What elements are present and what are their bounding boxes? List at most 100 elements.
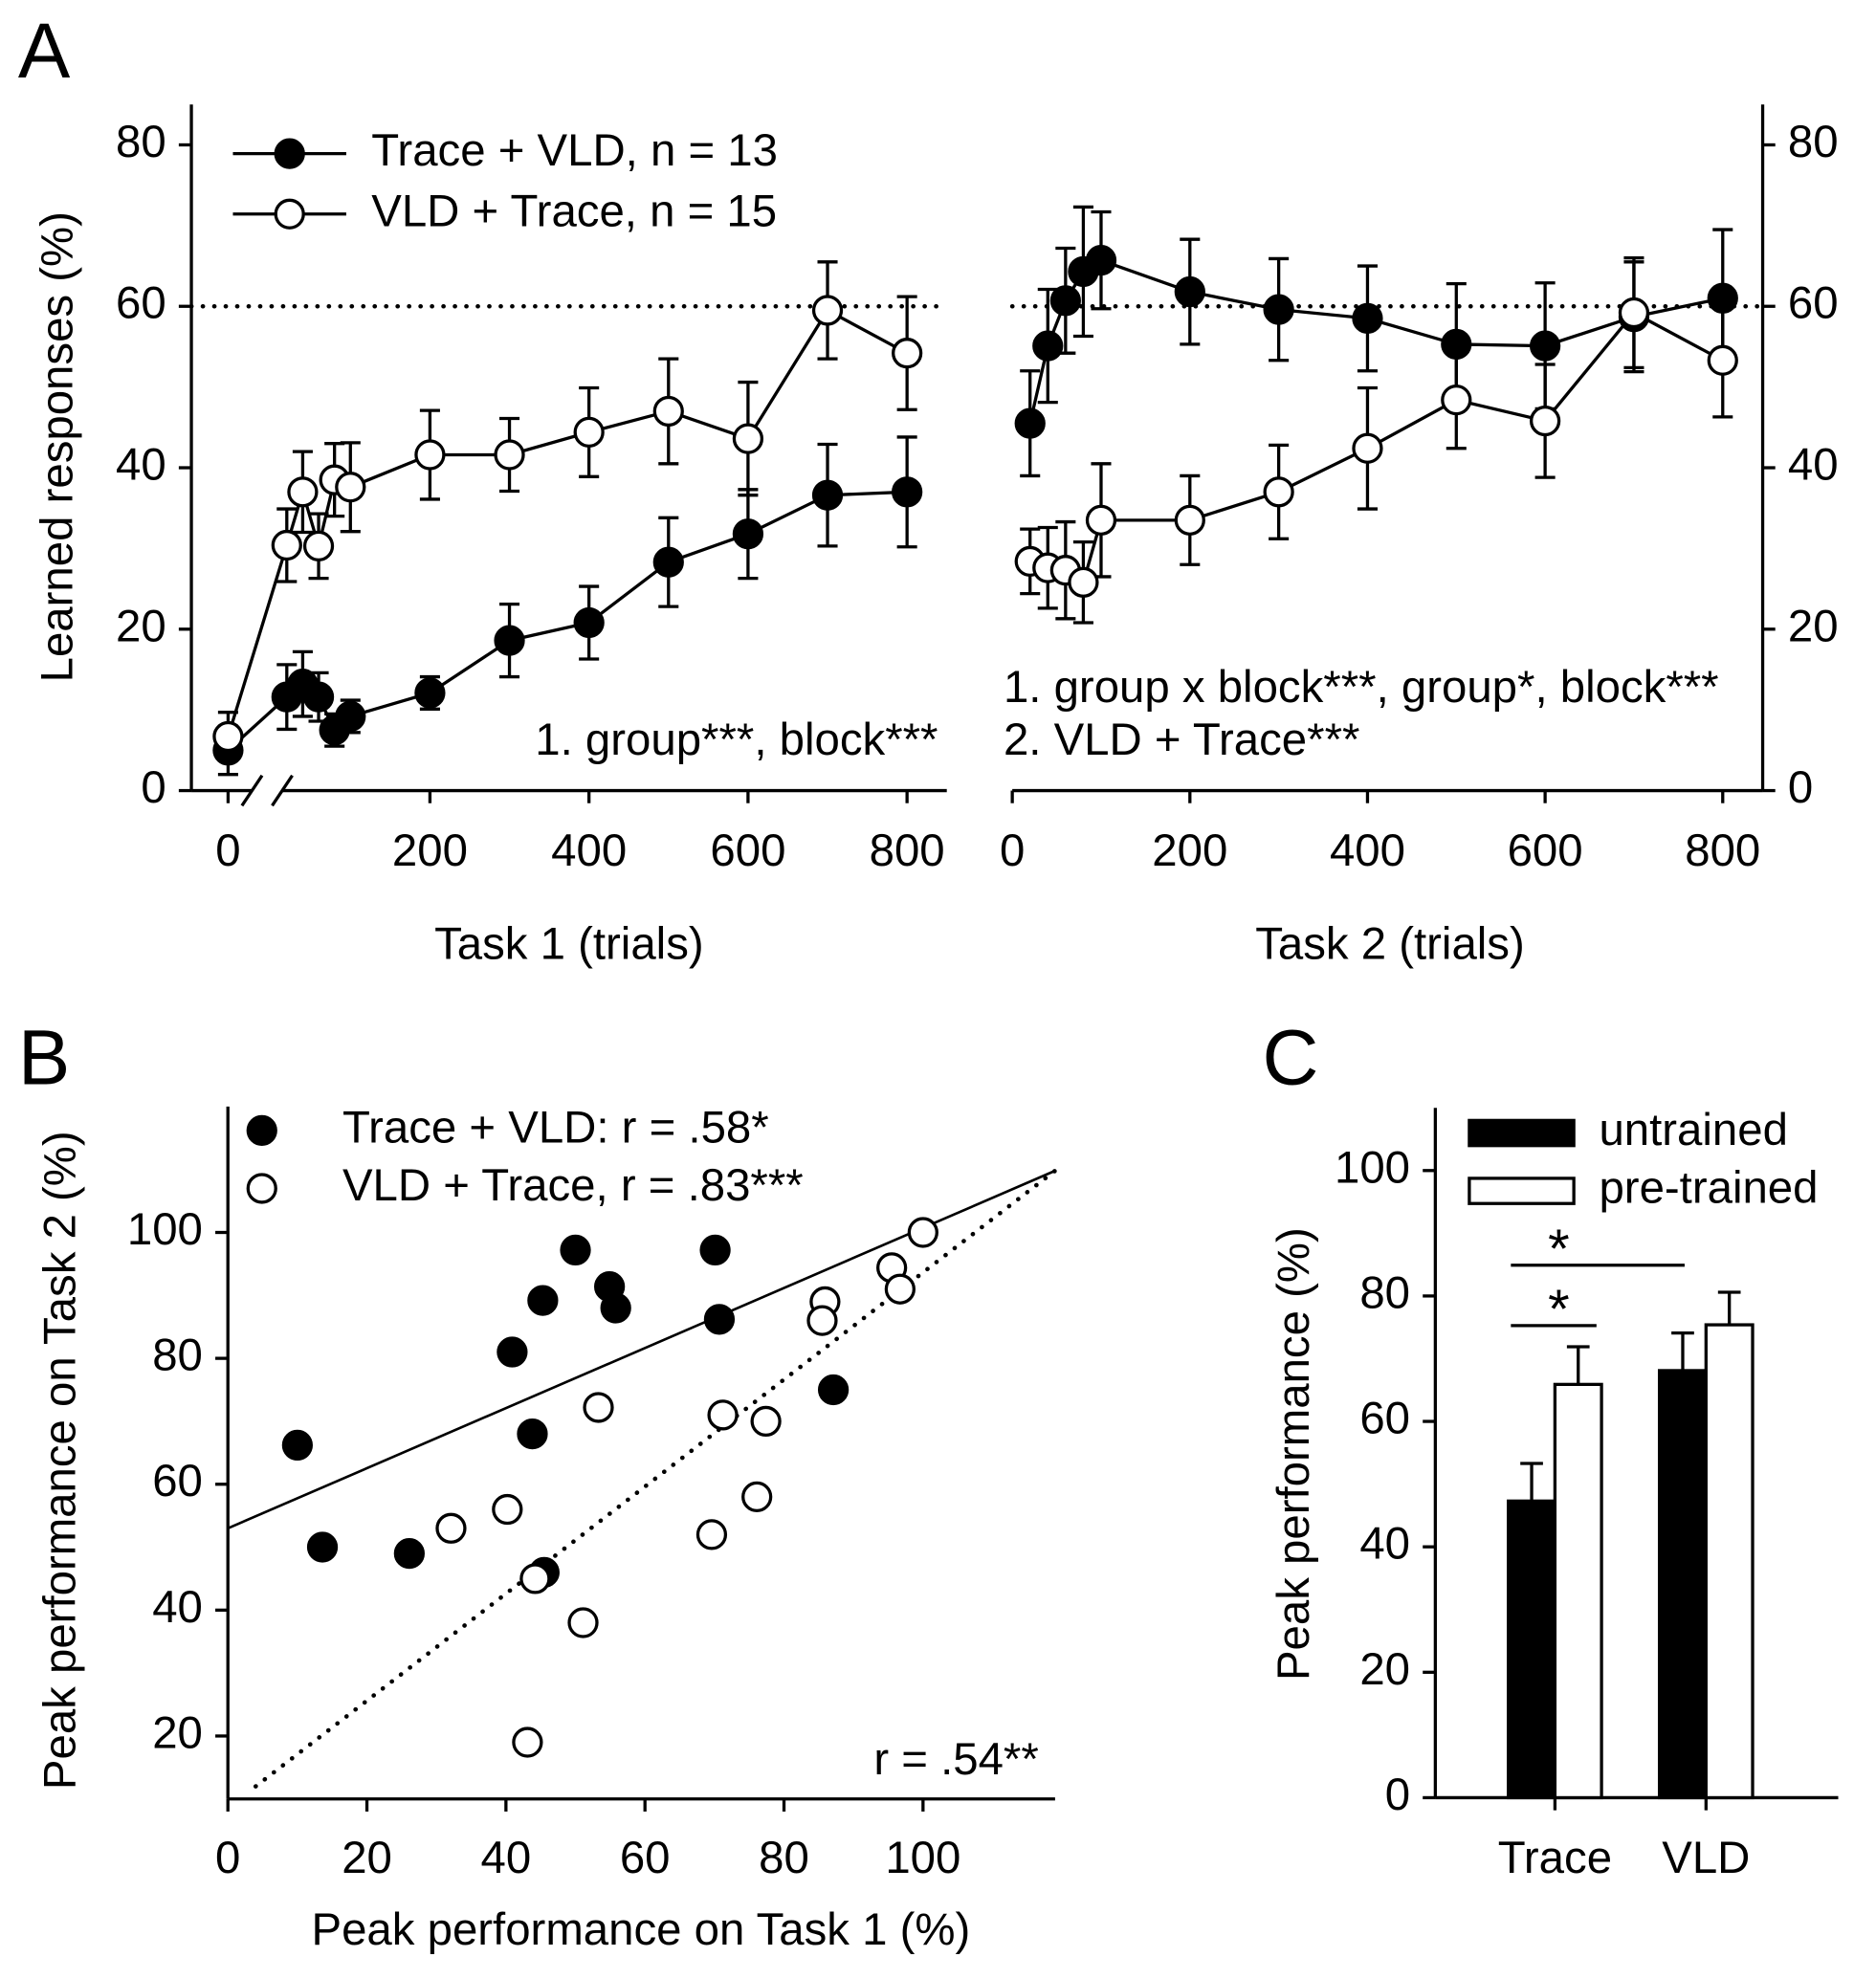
data-point	[892, 476, 923, 508]
data-point	[699, 1234, 731, 1266]
y-tick-label: 80	[152, 1330, 203, 1381]
y-tick-label: 20	[152, 1707, 203, 1758]
data-point	[1707, 344, 1738, 376]
legend-label: Trace + VLD, n = 13	[371, 125, 778, 176]
x-tick-label: 80	[759, 1833, 809, 1883]
legend-label: pre-trained	[1599, 1163, 1818, 1214]
data-point	[302, 530, 335, 561]
x-tick-label: 600	[1508, 825, 1583, 876]
data-point	[811, 479, 844, 511]
legend-marker	[274, 138, 305, 169]
data-point	[335, 700, 366, 733]
data-point	[741, 1481, 773, 1513]
data-point	[527, 1285, 559, 1316]
data-point	[652, 395, 684, 428]
y-tick-label: 0	[1385, 1770, 1410, 1820]
data-point	[435, 1512, 467, 1544]
y-tick-label: 80	[116, 117, 166, 167]
y-tick-label: 40	[1359, 1519, 1410, 1570]
data-point	[583, 1392, 614, 1423]
y-tick-label: 20	[1359, 1644, 1410, 1695]
x-tick-label: 40	[481, 1833, 532, 1883]
data-point	[306, 1531, 339, 1563]
series-line	[226, 308, 908, 737]
y-tick-label: 20	[116, 601, 166, 651]
y-tick-label: 20	[1788, 601, 1839, 651]
x-tick-label: 200	[392, 825, 468, 876]
y-tick-label: 60	[1359, 1394, 1410, 1444]
legend-swatch	[1468, 1176, 1576, 1205]
data-point	[1529, 405, 1561, 437]
x-axis-label: Task 2 (trials)	[1255, 918, 1525, 969]
legend-label: VLD + Trace, r = .83***	[342, 1160, 804, 1211]
panel-label: C	[1263, 1015, 1319, 1102]
bar	[1657, 1369, 1708, 1800]
bar	[1553, 1382, 1603, 1800]
y-tick-label: 100	[1335, 1142, 1410, 1193]
data-point	[519, 1563, 551, 1594]
y-tick-label: 0	[1788, 762, 1813, 813]
x-tick-label: 800	[870, 825, 945, 876]
bar	[1507, 1499, 1557, 1800]
data-point	[884, 1273, 916, 1305]
y-tick-label: 60	[116, 278, 166, 329]
data-point	[287, 476, 319, 508]
panel-label: A	[18, 8, 71, 95]
x-tick-label: 0	[215, 825, 240, 876]
data-point	[1085, 504, 1117, 536]
data-point	[567, 1607, 599, 1638]
data-point	[732, 423, 764, 454]
fit-line	[253, 1168, 1058, 1789]
x-tick-label: 0	[1000, 825, 1025, 876]
data-point	[1618, 297, 1650, 329]
legend-label: VLD + Trace, n = 15	[371, 186, 777, 236]
x-axis-label: Peak performance on Task 1 (%)	[312, 1904, 971, 1955]
data-point	[600, 1292, 631, 1324]
y-tick-label: 100	[127, 1204, 203, 1255]
x-tick-label: 400	[1330, 825, 1405, 876]
data-point	[302, 681, 335, 713]
data-point	[497, 1336, 528, 1368]
data-point	[1352, 302, 1383, 335]
annotation: 1. group x block***, group*, block***	[1004, 662, 1719, 713]
data-point	[1174, 504, 1205, 536]
x-tick-label: 400	[551, 825, 627, 876]
legend-marker	[246, 1173, 277, 1204]
legend-label: untrained	[1599, 1105, 1787, 1155]
data-point	[1049, 285, 1081, 317]
series-line	[227, 490, 908, 752]
data-point	[335, 472, 366, 503]
x-tick-label: 0	[215, 1833, 240, 1883]
axis-break	[240, 774, 264, 807]
y-axis-label: Peak performance on Task 2 (%)	[34, 1131, 85, 1790]
data-point	[1174, 275, 1205, 308]
panel-label: B	[18, 1015, 70, 1102]
data-point	[414, 677, 446, 709]
x-tick-label: 600	[710, 825, 785, 876]
legend-swatch	[1468, 1118, 1576, 1148]
x-axis-label: Task 1 (trials)	[434, 918, 704, 969]
x-tick-label: 60	[620, 1833, 671, 1883]
data-point	[806, 1305, 838, 1336]
annotation: 1. group***, block***	[535, 715, 938, 765]
data-point	[281, 1429, 314, 1462]
data-point	[271, 529, 302, 561]
data-point	[393, 1537, 425, 1570]
data-point	[492, 1493, 523, 1526]
data-point	[560, 1234, 591, 1266]
x-tick-label: 20	[342, 1833, 392, 1883]
data-point	[494, 625, 525, 656]
y-tick-label: 60	[1788, 278, 1839, 329]
y-axis-label: Peak performance (%)	[1269, 1227, 1319, 1681]
x-tick-label: 200	[1152, 825, 1227, 876]
data-point	[414, 439, 446, 471]
data-point	[573, 416, 605, 449]
data-point	[1263, 294, 1294, 325]
annotation: 2. VLD + Trace***	[1004, 715, 1360, 765]
x-tick-label: Trace	[1498, 1833, 1612, 1883]
y-axis-label: Learned responses (%)	[33, 211, 83, 682]
data-point	[1263, 476, 1294, 508]
data-point	[750, 1405, 782, 1438]
y-tick-label: 40	[116, 440, 166, 491]
